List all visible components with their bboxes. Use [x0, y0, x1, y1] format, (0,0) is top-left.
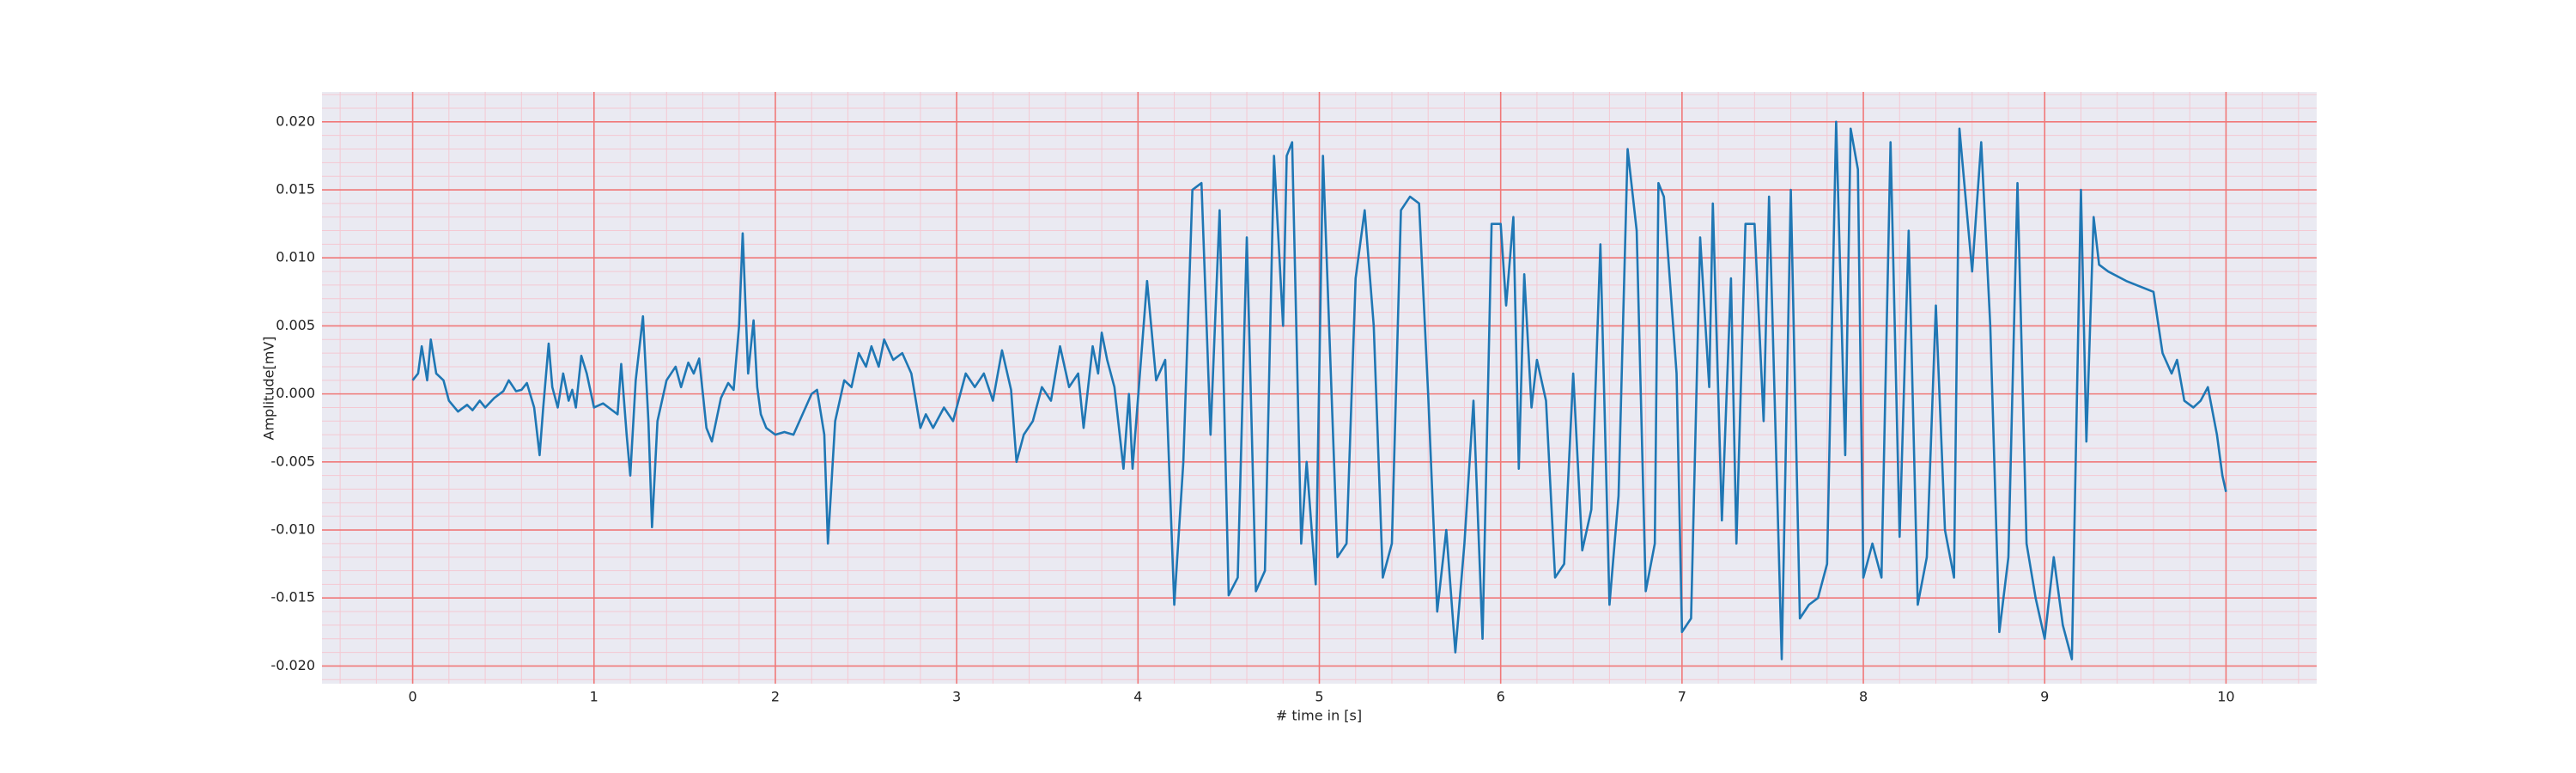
x-tick-label: 10: [2217, 689, 2234, 705]
x-tick-label: 3: [952, 689, 961, 705]
y-tick-label: 0.020: [276, 113, 315, 129]
y-tick-label: -0.015: [270, 589, 315, 606]
x-tick-label: 9: [2040, 689, 2049, 705]
y-tick-label: 0.010: [276, 249, 315, 265]
y-tick-label: -0.020: [270, 657, 315, 673]
y-axis-label: Amplitude[mV]: [261, 336, 277, 440]
x-tick-label: 2: [771, 689, 780, 705]
x-axis-label: # time in [s]: [1276, 708, 1362, 724]
x-tick-label: 4: [1133, 689, 1142, 705]
x-tick-label: 8: [1859, 689, 1868, 705]
y-tick-label: -0.005: [270, 453, 315, 469]
y-tick-label: 0.000: [276, 385, 315, 401]
x-tick-label: 6: [1497, 689, 1505, 705]
x-tick-label: 1: [590, 689, 598, 705]
y-tick-label: 0.005: [276, 317, 315, 333]
x-tick-label: 0: [408, 689, 416, 705]
x-tick-label: 5: [1315, 689, 1323, 705]
y-tick-label: 0.015: [276, 181, 315, 198]
signal-line: [411, 120, 2227, 660]
x-tick-label: 7: [1678, 689, 1686, 705]
y-tick-label: -0.010: [270, 521, 315, 538]
